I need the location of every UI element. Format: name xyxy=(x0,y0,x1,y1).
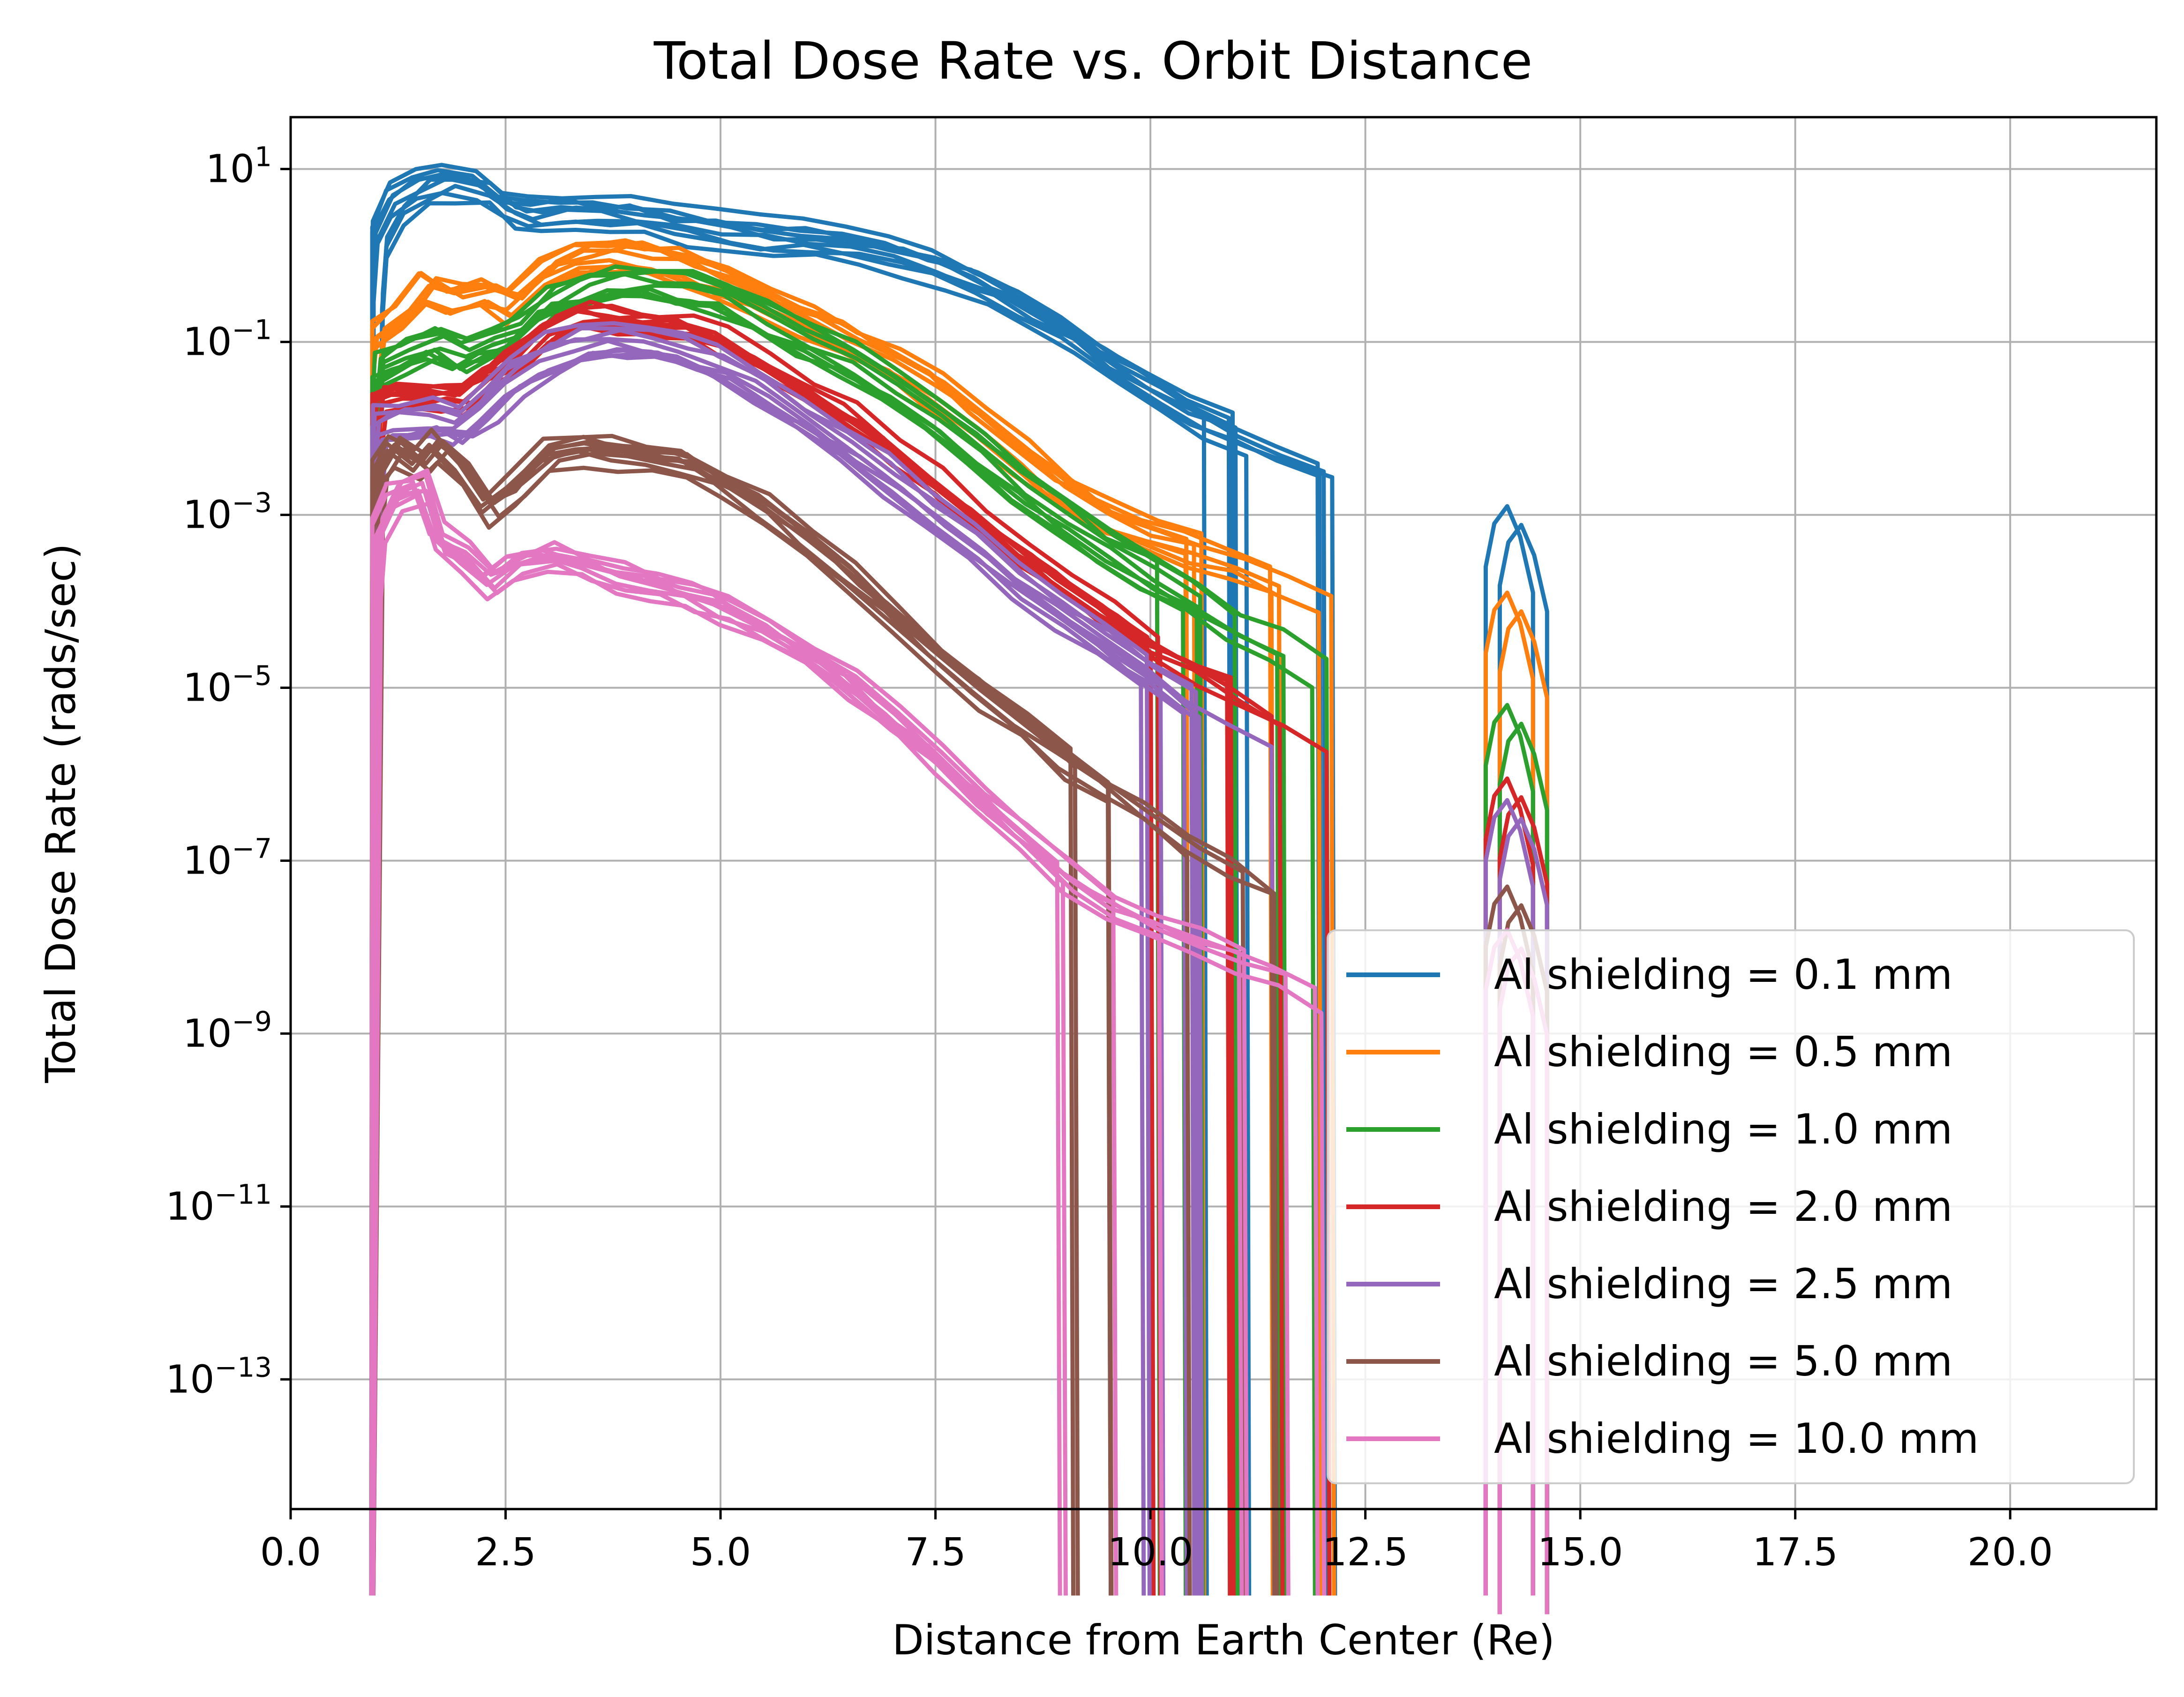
series-line xyxy=(369,321,1152,1596)
series-line xyxy=(370,191,1324,1596)
y-tick-label: 10−3 xyxy=(183,487,272,538)
series-high-orbit-line xyxy=(1497,816,1549,1615)
axis-ticks: 0.0 2.5 5.0 7.5 10.0 12.5 15.0 17.5 20.010110−11… xyxy=(165,141,2053,1575)
series-line xyxy=(370,472,1118,1596)
series-line xyxy=(370,492,1327,1596)
series-line xyxy=(369,337,1276,1596)
series-high-orbit-line xyxy=(1497,609,1549,1615)
series-line xyxy=(370,284,1202,1596)
series-6 xyxy=(369,468,1549,1615)
y-tick-label: 101 xyxy=(206,141,272,192)
x-tick-label: 10.0 xyxy=(1108,1530,1193,1575)
x-tick-label: 0.0 xyxy=(260,1530,321,1575)
x-tick-label: 15.0 xyxy=(1538,1530,1623,1575)
series-line xyxy=(370,172,1241,1596)
x-tick-label: 20.0 xyxy=(1967,1530,2053,1575)
x-tick-label: 12.5 xyxy=(1322,1530,1408,1575)
y-tick-label: 10−5 xyxy=(183,660,272,710)
series-0 xyxy=(369,163,1549,1615)
y-tick-label: 10−11 xyxy=(165,1178,272,1229)
legend-entry-label: Al shielding = 10.0 mm xyxy=(1494,1414,1979,1463)
legend-entry-label: Al shielding = 2.0 mm xyxy=(1494,1182,1952,1231)
legend: Al shielding = 0.1 mm Al shielding = 0.5 … xyxy=(1327,929,2135,1484)
series-line xyxy=(370,460,1113,1596)
series-high-orbit-line xyxy=(1497,795,1549,1615)
series-line xyxy=(369,427,1279,1596)
legend-entry-label: Al shielding = 0.5 mm xyxy=(1494,1028,1952,1076)
plot-frame xyxy=(289,116,2158,1510)
series-high-orbit-line xyxy=(1483,504,1535,1596)
series-high-orbit-line xyxy=(1483,776,1535,1596)
series-line xyxy=(369,288,1317,1596)
y-tick-label: 10−1 xyxy=(183,314,272,365)
series-2 xyxy=(369,264,1549,1615)
series-line xyxy=(371,184,1337,1596)
x-tick-label: 17.5 xyxy=(1752,1530,1838,1575)
y-tick-label: 10−7 xyxy=(183,832,272,883)
series-high-orbit-line xyxy=(1483,591,1535,1596)
chart-title: Total Dose Rate vs. Orbit Distance xyxy=(653,31,1533,91)
legend-entry-label: Al shielding = 0.1 mm xyxy=(1494,950,1952,999)
series-line xyxy=(371,200,1252,1596)
series-high-orbit-line xyxy=(1497,523,1549,1615)
series-line xyxy=(371,299,1163,1596)
series-line xyxy=(371,272,1205,1596)
y-axis-label: Total Dose Rate (rads/sec) xyxy=(37,543,85,1083)
x-tick-label: 5.0 xyxy=(690,1530,751,1575)
legend-entry-label: Al shielding = 5.0 mm xyxy=(1494,1337,1952,1385)
x-tick-label: 2.5 xyxy=(475,1530,536,1575)
series-line xyxy=(369,303,1236,1596)
series-line xyxy=(370,316,1285,1596)
y-tick-label: 10−9 xyxy=(183,1005,272,1056)
series-line xyxy=(370,264,1240,1596)
legend-entry-label: Al shielding = 1.0 mm xyxy=(1494,1105,1952,1153)
series-line xyxy=(370,480,1244,1596)
series-line xyxy=(369,293,1188,1596)
series-line xyxy=(369,447,1192,1596)
legend-entry-label: Al shielding = 2.5 mm xyxy=(1494,1260,1952,1308)
series-high-orbit-line xyxy=(1497,721,1549,1615)
series-line xyxy=(370,328,1201,1596)
legend-box xyxy=(1327,929,2135,1484)
series-high-orbit-line xyxy=(1483,798,1535,1596)
series-line xyxy=(370,347,1198,1596)
y-tick-label: 10−13 xyxy=(165,1351,272,1402)
x-axis-label: Distance from Earth Center (Re) xyxy=(892,1616,1555,1664)
series-line xyxy=(370,287,1283,1596)
series-layer xyxy=(369,163,1549,1615)
series-high-orbit-line xyxy=(1483,703,1535,1596)
series-line xyxy=(371,238,1207,1596)
x-tick-label: 7.5 xyxy=(905,1530,966,1575)
